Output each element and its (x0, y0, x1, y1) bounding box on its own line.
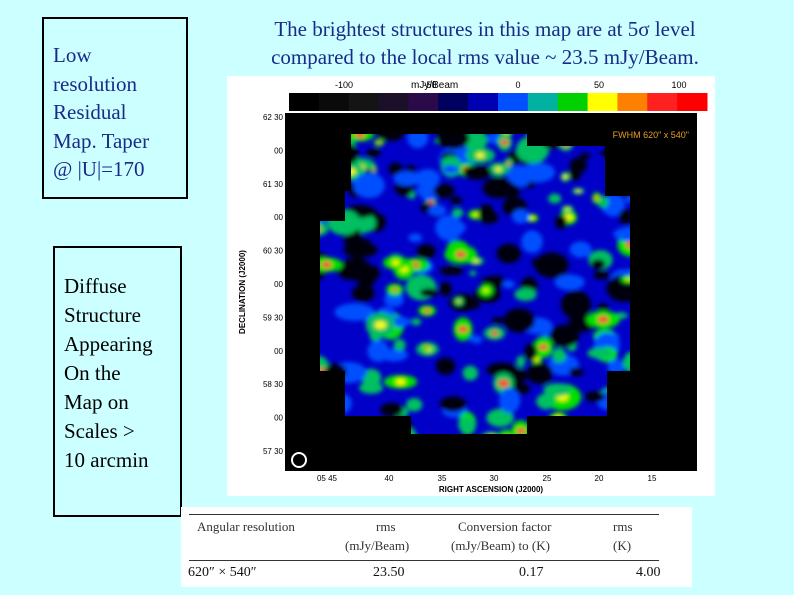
x-tick: 20 (595, 474, 604, 483)
colorbar-segment (378, 93, 409, 111)
x-tick: 15 (648, 474, 657, 483)
x-tick: 30 (490, 474, 499, 483)
x-tick: 05 45 (317, 474, 338, 483)
table-header-angular-resolution: Angular resolution (197, 519, 295, 534)
table-header-conversion-unit: (mJy/Beam) to (K) (451, 538, 550, 553)
table-header-rms-k-unit: (K) (613, 538, 632, 553)
y-tick: 59 30 (263, 313, 284, 322)
x-tick-labels: 05 45 40 35 30 25 20 15 (317, 474, 657, 483)
y-tick: 62 30 (263, 113, 284, 122)
y-tick-labels: 62 30 00 61 30 00 60 30 00 59 30 00 58 30 00 57 30 (263, 113, 284, 456)
colorbar-segment (587, 93, 618, 111)
low-resolution-caption-box: Low resolution Residual Map. Taper @ |U|… (42, 17, 188, 199)
residual-map-svg: mJy/Beam -100 -50 0 50 100 FWHM 620" x 540" … (238, 80, 708, 494)
fwhm-label: FWHM 620" x 540" (613, 130, 689, 140)
colorbar-segment (318, 93, 350, 111)
colorbar-tick: -50 (423, 80, 436, 90)
colorbar-segment (438, 93, 469, 111)
y-tick: 58 30 (263, 380, 284, 389)
table-header-rms-k: rms (613, 519, 633, 534)
table-header-rms: rms (376, 519, 396, 534)
y-tick: 00 (274, 347, 283, 356)
table-cell-rms: 23.50 (373, 565, 405, 580)
caption-line: Map. Taper (53, 128, 150, 153)
table-header-conversion: Conversion factor (458, 519, 552, 534)
caption-line: Map on (64, 390, 129, 414)
colorbar-segment (408, 93, 439, 111)
y-tick: 61 30 (263, 180, 284, 189)
colorbar-segment (647, 93, 678, 111)
table-header-rms-unit: (mJy/Beam) (345, 538, 410, 553)
y-tick: 00 (274, 146, 283, 155)
x-tick: 25 (543, 474, 552, 483)
x-tick: 35 (438, 474, 447, 483)
colorbar-unit-label: mJy/Beam (411, 80, 458, 91)
y-tick: 00 (274, 213, 283, 222)
y-tick: 00 (274, 280, 283, 289)
caption-line: Low (53, 43, 92, 67)
colorbar-segment (677, 93, 708, 111)
y-tick: 57 30 (263, 447, 284, 456)
headline-line-2: compared to the local rms value ~ 23.5 m… (271, 45, 699, 69)
caption-line: Residual (53, 100, 127, 124)
residual-map-figure: mJy/Beam -100 -50 0 50 100 FWHM 620" x 540" … (227, 76, 715, 496)
colorbar-segment (527, 93, 559, 111)
caption-line: 10 arcmin (64, 448, 149, 472)
colorbar-segment (557, 93, 589, 111)
colorbar-segment (348, 93, 380, 111)
colorbar-tick: 50 (594, 80, 604, 90)
caption-line: On the (64, 361, 121, 385)
colorbar-segment (617, 93, 648, 111)
headline-line-1: The brightest structures in this map are… (274, 17, 696, 41)
caption-line: @ |U|=170 (53, 157, 145, 181)
slide-headline: The brightest structures in this map are… (230, 15, 740, 71)
caption-line: Diffuse (64, 274, 127, 298)
y-tick: 00 (274, 414, 283, 423)
colorbar-tick: 0 (515, 80, 520, 90)
colorbar (289, 93, 708, 111)
table-cell-resolution: 620″ × 540″ (188, 565, 257, 580)
y-tick: 60 30 (263, 247, 284, 256)
beam-marker-icon (291, 452, 307, 468)
caption-line: resolution (53, 71, 137, 96)
colorbar-segment (468, 93, 499, 111)
caption-line: Appearing (64, 332, 153, 356)
caption-line: Scales > (64, 419, 135, 443)
diffuse-structure-caption-box: Diffuse Structure Appearing On the Map o… (53, 246, 182, 517)
colorbar-segment (498, 93, 529, 111)
y-axis-label: DECLINATION (J2000) (238, 250, 247, 334)
colorbar-tick: -100 (335, 80, 353, 90)
table-cell-conversion: 0.17 (519, 565, 544, 580)
caption-line: Structure (64, 303, 141, 327)
colorbar-tick: 100 (671, 80, 686, 90)
x-tick: 40 (385, 474, 394, 483)
x-axis-label: RIGHT ASCENSION (J2000) (439, 485, 544, 494)
colorbar-segment (289, 93, 320, 111)
table-cell-rms-k: 4.00 (636, 565, 661, 580)
resolution-table: Angular resolution rms (mJy/Beam) Conver… (181, 507, 692, 587)
colorbar-tick-labels: -100 -50 0 50 100 (335, 80, 687, 90)
